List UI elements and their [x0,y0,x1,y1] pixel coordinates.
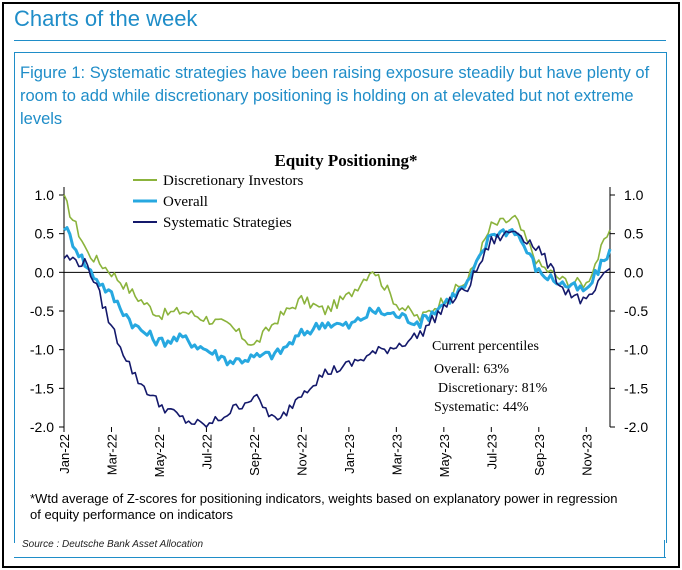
chart-axes: 1.0 1.0 0.5 0.5 0.0 0.0 -0.5 -0.5 -1.0 -1.0 -1.5 -1… [30,187,648,477]
series-line-overall [63,226,612,367]
y-tick-label-right: -2.0 [624,419,648,435]
y-tick-label-right: -1.5 [624,380,648,396]
x-tick-label: Mar-23 [389,434,404,475]
x-tick-label: Mar-22 [104,434,119,475]
y-tick-label-left: 0.5 [35,226,55,242]
y-tick-label-right: -1.0 [624,342,648,358]
header-divider [14,40,666,41]
figure-caption: Figure 1: Systematic strategies have bee… [20,64,650,128]
legend-label: Discretionary Investors [163,173,304,189]
chart-footnote: *Wtd average of Z-scores for positioning… [30,491,618,522]
annotation-heading: Current percentiles [432,339,539,354]
y-tick-label-right: 0.5 [624,226,644,242]
page-title: Charts of the week [14,6,198,31]
source-note: Source : Deutsche Bank Asset Allocation [22,539,204,550]
x-tick-label: Jul-23 [484,434,499,469]
figure-box [14,52,667,543]
legend-label: Systematic Strategies [163,215,292,231]
y-tick-label-left: 1.0 [35,187,55,203]
chart-series [63,194,612,428]
series-line-systematic-strategies [63,230,611,428]
y-tick-label-left: -1.5 [30,380,54,396]
y-tick-label-right: 1.0 [624,187,644,203]
annotation-line: Overall: 63% [434,362,509,377]
bottom-divider [14,557,666,558]
y-tick-label-right: -0.5 [624,303,648,319]
y-tick-label-left: 0.0 [35,264,55,280]
current-percentiles-annotation: Current percentiles Overall: 63% Discretio… [432,339,548,415]
x-tick-label: Jan-23 [342,434,357,474]
chart-legend: Discretionary Investors Overall Systematic… [133,173,304,231]
x-tick-label: Sep-22 [247,434,262,476]
chart-title: Equity Positioning* [274,151,417,170]
x-tick-label: Sep-23 [532,434,547,476]
x-tick-label: Jan-22 [57,434,72,474]
y-tick-label-right: 0.0 [624,264,644,280]
x-tick-label: Nov-22 [294,434,309,476]
y-tick-label-left: -2.0 [30,419,54,435]
x-tick-label: Nov-23 [579,434,594,476]
annotation-line: Discretionary: 81% [438,381,548,396]
annotation-line: Systematic: 44% [434,400,529,415]
y-tick-label-left: -1.0 [30,342,54,358]
x-tick-label: May-23 [437,434,452,477]
y-tick-label-left: -0.5 [30,303,54,319]
x-tick-label: May-22 [152,434,167,477]
series-line-discretionary-investors [63,194,611,346]
legend-label: Overall [163,194,208,210]
x-tick-label: Jul-22 [199,434,214,469]
bottom-corner [664,540,665,558]
